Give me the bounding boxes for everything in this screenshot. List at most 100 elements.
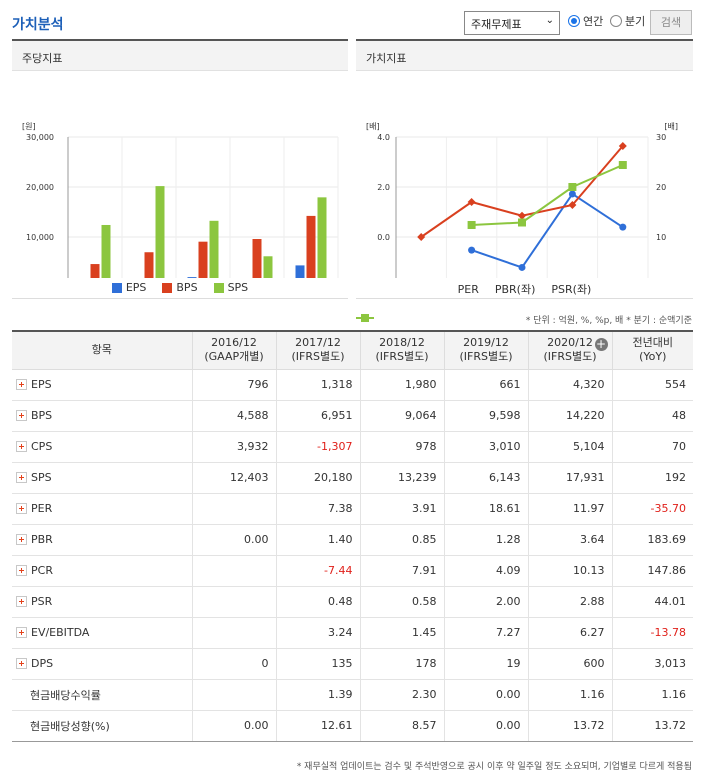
legend-item-eps[interactable]: EPS	[111, 281, 146, 294]
column-header: 2017/12 (IFRS별도)	[275, 331, 360, 370]
table-cell: 1.28	[443, 524, 528, 556]
table-cell: -35.70	[611, 493, 693, 525]
table-cell: 6,951	[275, 400, 360, 432]
table-row: PSR 0.48 0.58 2.00 2.88 44.01	[12, 586, 693, 618]
table-cell: 12,403	[191, 462, 276, 494]
series-line-per	[471, 192, 624, 269]
expand-plus-icon[interactable]	[16, 565, 27, 576]
expand-plus-icon[interactable]	[16, 472, 27, 483]
row-label-bps[interactable]: BPS	[12, 400, 192, 432]
table-cell: 19	[443, 648, 528, 680]
row-label-eps[interactable]: EPS	[12, 369, 192, 401]
expand-plus-icon[interactable]	[16, 410, 27, 421]
table-cell: 1.16	[611, 679, 693, 711]
row-label-cps[interactable]: CPS	[12, 431, 192, 463]
row-label-text: SPS	[31, 471, 52, 484]
row-label-per[interactable]: PER	[12, 493, 192, 525]
column-header-line1: 2017/12	[295, 336, 341, 350]
row-label-pcr[interactable]: PCR	[12, 555, 192, 587]
select-value: 주재무제표	[471, 18, 522, 31]
expand-plus-icon[interactable]	[16, 658, 27, 669]
table-cell: 11.97	[527, 493, 612, 525]
table-row: 현금배당성향(%) 0.00 12.61 8.57 0.00 13.72 13.72	[12, 710, 693, 742]
table-cell: 0	[191, 648, 276, 680]
table-cell: 178	[359, 648, 444, 680]
radio-unselected-icon	[610, 15, 622, 27]
table-cell: 661	[443, 369, 528, 401]
expand-plus-icon[interactable]	[16, 596, 27, 607]
y-axis-unit-label: [원]	[22, 122, 36, 131]
expand-plus-icon[interactable]	[16, 441, 27, 452]
bar-bps-2016-12	[90, 264, 100, 278]
legend-label: SPS	[227, 281, 249, 294]
search-button[interactable]: 검색	[650, 10, 692, 35]
table-cell: 6,143	[443, 462, 528, 494]
legend-label: PSR(좌)	[551, 283, 592, 296]
radio-annual[interactable]: 연간	[568, 13, 603, 29]
expand-plus-icon[interactable]	[16, 627, 27, 638]
table-cell: 2.00	[443, 586, 528, 618]
legend-item-psr[interactable]: PSR(좌)	[356, 281, 592, 322]
table-cell: 600	[527, 648, 612, 680]
column-header-line1: 항목	[91, 343, 112, 357]
legend-label: PBR(좌)	[494, 283, 536, 296]
expand-plus-icon[interactable]	[16, 503, 27, 514]
left-y-tick-label: 0.0	[377, 233, 390, 242]
row-label-dps[interactable]: DPS	[12, 648, 192, 680]
column-header: 항목	[12, 331, 192, 370]
table-cell: 2.30	[359, 679, 444, 711]
table-cell: 12.61	[275, 710, 360, 742]
left-y-tick-label: 2.0	[377, 183, 390, 192]
chevron-down-icon: ⌄	[545, 15, 554, 26]
legend-item-per[interactable]: PER	[356, 281, 479, 322]
row-label-text: BPS	[31, 409, 53, 422]
table-row: DPS 0 135 178 19 600 3,013	[12, 648, 693, 680]
table-cell: 183.69	[611, 524, 693, 556]
row-label-text: PCR	[31, 564, 53, 577]
row-label-item: 현금배당성향(%)	[12, 710, 192, 742]
column-header-line1: 2018/12	[379, 336, 425, 350]
bar-bps-2020-12	[306, 215, 316, 278]
row-label-sps[interactable]: SPS	[12, 462, 192, 494]
radio-quarter[interactable]: 분기	[610, 13, 645, 29]
point-psr-2019-12	[568, 183, 577, 191]
row-label-text: 현금배당성향(%)	[30, 719, 110, 733]
row-label-text: DPS	[31, 657, 54, 670]
left-axis-unit-label: [배]	[366, 122, 380, 131]
legend-item-bps[interactable]: BPS	[162, 281, 198, 294]
bar-sps-2020-12	[317, 197, 327, 278]
table-cell: 7.27	[443, 617, 528, 649]
top-bar: 가치분석 주재무제표 ⌄ 연간 분기 검색	[0, 0, 706, 40]
table-cell: 0.00	[443, 710, 528, 742]
point-pbr-2019-12	[568, 201, 577, 209]
expand-plus-icon[interactable]	[16, 379, 27, 390]
legend-swatch	[213, 282, 224, 293]
table-cell: 4.09	[443, 555, 528, 587]
table-cell: 192	[611, 462, 693, 494]
point-psr-2017-12	[467, 221, 476, 229]
row-label-text: 현금배당수익률	[30, 688, 101, 702]
legend-item-sps[interactable]: SPS	[213, 281, 249, 294]
table-cell: -1,307	[275, 431, 360, 463]
bar-bps-2017-12	[144, 252, 154, 278]
table-cell	[191, 617, 276, 649]
value-analysis-table: 항목 2016/12 (GAAP개별) 2017/12 (IFRS별도) 2018/12(…	[12, 330, 693, 742]
radio-annual-label: 연간	[583, 15, 604, 28]
table-cell: 3,013	[611, 648, 693, 680]
row-label-ev-ebitda[interactable]: EV/EBITDA	[12, 617, 192, 649]
right-y-tick-label: 30	[656, 133, 666, 142]
table-cell: 1.45	[359, 617, 444, 649]
add-column-icon[interactable]: +	[594, 337, 608, 351]
table-cell: 147.86	[611, 555, 693, 587]
row-label-item: 현금배당수익률	[12, 679, 192, 711]
row-label-pbr[interactable]: PBR	[12, 524, 192, 556]
column-header-line2: (IFRS별도)	[459, 350, 513, 364]
statement-type-select[interactable]: 주재무제표 ⌄	[464, 11, 560, 35]
expand-plus-icon[interactable]	[16, 534, 27, 545]
table-header-row: 항목 2016/12 (GAAP개별) 2017/12 (IFRS별도) 2018/12(…	[12, 331, 693, 370]
row-label-psr[interactable]: PSR	[12, 586, 192, 618]
legend-item-pbr[interactable]: PBR(좌)	[356, 281, 536, 322]
table-cell: 796	[191, 369, 276, 401]
update-footnote: * 재무실적 업데이트는 검수 및 주석반영으로 공시 이후 약 일주일 정도 …	[296, 762, 692, 772]
table-cell: 13,239	[359, 462, 444, 494]
